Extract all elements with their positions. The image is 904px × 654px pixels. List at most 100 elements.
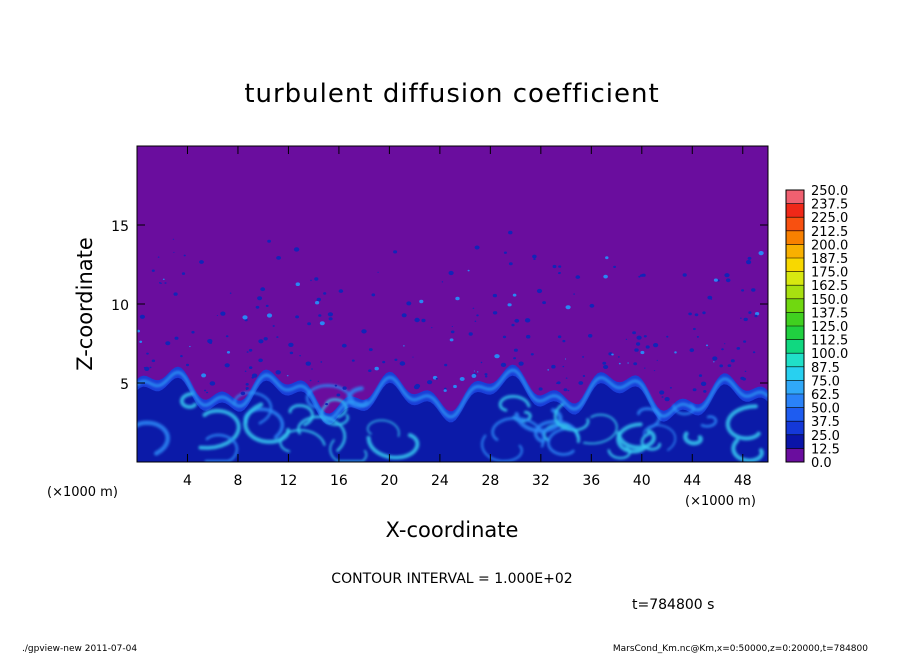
colorbar-swatch: [786, 298, 804, 313]
patch: [220, 311, 226, 316]
colorbar-label: 137.5: [811, 306, 848, 321]
patch: [162, 278, 165, 280]
patch: [342, 386, 347, 390]
colorbar-label: 100.0: [811, 347, 848, 362]
colorbar-swatch: [786, 434, 804, 449]
patch: [605, 256, 609, 260]
colorbar-label: 200.0: [811, 238, 848, 253]
patch: [146, 352, 149, 355]
colorbar-swatch: [786, 244, 804, 259]
patch: [265, 304, 269, 307]
patch: [564, 358, 567, 360]
patch: [272, 325, 275, 327]
patch: [719, 364, 723, 368]
patch: [286, 375, 289, 377]
eddy: [480, 434, 523, 462]
eddy: [725, 404, 761, 441]
x-tick-label: 40: [633, 473, 651, 489]
patch: [450, 330, 455, 334]
patch: [562, 339, 566, 343]
patch: [713, 278, 718, 282]
patch: [508, 230, 513, 235]
patch: [471, 373, 477, 378]
eddy: [498, 394, 531, 412]
patch: [754, 314, 758, 318]
patch: [181, 272, 186, 275]
patch: [173, 292, 178, 296]
patch: [318, 314, 322, 317]
patch: [327, 312, 333, 317]
patch: [309, 379, 312, 382]
patch: [382, 360, 386, 364]
patch: [562, 365, 565, 368]
heatmap-field: [137, 230, 768, 462]
eddy: [204, 433, 239, 462]
colorbar-swatch: [786, 190, 804, 204]
eddy: [607, 446, 632, 460]
patch: [724, 343, 726, 345]
patch: [494, 354, 500, 359]
patch: [448, 270, 454, 276]
colorbar-swatch: [786, 380, 804, 395]
patch: [137, 329, 140, 333]
patch: [618, 362, 621, 365]
patch: [189, 345, 191, 348]
patch: [165, 341, 171, 346]
patch: [613, 265, 616, 268]
patch: [565, 377, 568, 379]
colorbar-label: 87.5: [811, 361, 840, 376]
patch: [689, 348, 695, 353]
patch: [207, 339, 213, 344]
colorbar-swatch: [786, 258, 804, 272]
patch: [492, 293, 497, 298]
patch: [368, 348, 373, 352]
patch: [666, 335, 669, 338]
x-tick-label: 48: [734, 473, 752, 489]
patch: [267, 239, 271, 243]
patch: [307, 322, 311, 326]
colorbar-swatch: [786, 394, 804, 408]
patch: [758, 251, 764, 256]
patch: [693, 327, 696, 331]
patch: [311, 368, 313, 370]
patch: [451, 326, 453, 327]
patch: [703, 390, 707, 393]
eddy: [366, 433, 420, 460]
patch: [174, 336, 179, 340]
patch: [258, 358, 263, 363]
x-tick-label: 44: [683, 473, 701, 489]
colorbar-swatch: [786, 271, 804, 286]
patch: [183, 254, 186, 257]
footer-right: MarsCond_Km.nc@Km,x=0:50000,z=0:20000,t=…: [613, 644, 868, 654]
patch: [746, 260, 752, 265]
patch: [275, 370, 281, 375]
patch: [144, 366, 150, 371]
patch: [575, 275, 581, 279]
patch: [740, 317, 742, 319]
patch: [472, 307, 475, 309]
colorbar-swatch: [786, 326, 804, 340]
patch: [708, 347, 710, 349]
patch: [159, 282, 161, 284]
patch: [659, 390, 665, 395]
patch: [245, 383, 249, 386]
eddy: [616, 422, 647, 454]
patch: [266, 313, 273, 318]
y-tick-label: 15: [111, 219, 129, 235]
patch: [727, 364, 732, 367]
patch: [323, 292, 327, 295]
patch: [721, 348, 724, 351]
y-ticks: 5 10 15: [111, 219, 768, 393]
patch: [377, 271, 379, 273]
patch: [688, 312, 692, 316]
patch: [245, 389, 248, 391]
eddy: [366, 419, 400, 437]
colorbar-swatch: [786, 353, 804, 368]
patch: [276, 336, 279, 338]
patch: [315, 301, 320, 305]
colorbar-label: 112.5: [811, 334, 848, 349]
colorbar-label: 62.5: [811, 388, 840, 403]
patch: [320, 361, 323, 363]
footer-left: ./gpview-new 2011-07-04: [22, 644, 137, 654]
patch: [276, 256, 281, 260]
